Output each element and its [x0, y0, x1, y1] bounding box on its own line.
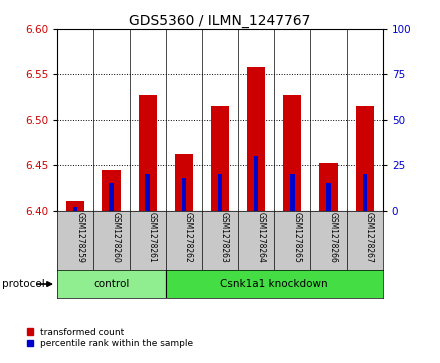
Text: GSM1278261: GSM1278261 — [148, 212, 157, 262]
Bar — [247, 67, 265, 211]
Text: GSM1278260: GSM1278260 — [111, 212, 121, 262]
Bar — [66, 201, 84, 211]
Bar — [103, 170, 121, 211]
Text: Csnk1a1 knockdown: Csnk1a1 knockdown — [220, 279, 328, 289]
Text: GSM1278259: GSM1278259 — [75, 212, 84, 262]
Text: GSM1278266: GSM1278266 — [329, 212, 337, 262]
Bar — [109, 183, 114, 211]
Bar — [218, 174, 222, 211]
Bar — [363, 174, 367, 211]
Bar — [356, 106, 374, 211]
Text: control: control — [93, 279, 130, 289]
Text: protocol: protocol — [2, 279, 45, 289]
Bar — [73, 207, 77, 211]
Text: GSM1278264: GSM1278264 — [256, 212, 265, 262]
Bar — [146, 174, 150, 211]
Bar — [139, 95, 157, 211]
Text: GSM1278262: GSM1278262 — [184, 212, 193, 262]
Text: GSM1278263: GSM1278263 — [220, 212, 229, 262]
Bar — [57, 270, 166, 298]
Bar — [166, 270, 383, 298]
Text: GSM1278267: GSM1278267 — [365, 212, 374, 262]
Bar — [319, 163, 337, 211]
Bar — [283, 95, 301, 211]
Title: GDS5360 / ILMN_1247767: GDS5360 / ILMN_1247767 — [129, 14, 311, 28]
Bar — [175, 154, 193, 211]
Bar — [326, 183, 331, 211]
Bar — [290, 174, 294, 211]
Bar — [211, 106, 229, 211]
Bar — [254, 156, 258, 211]
Legend: transformed count, percentile rank within the sample: transformed count, percentile rank withi… — [26, 327, 193, 348]
Bar — [182, 178, 186, 211]
Text: GSM1278265: GSM1278265 — [292, 212, 301, 262]
